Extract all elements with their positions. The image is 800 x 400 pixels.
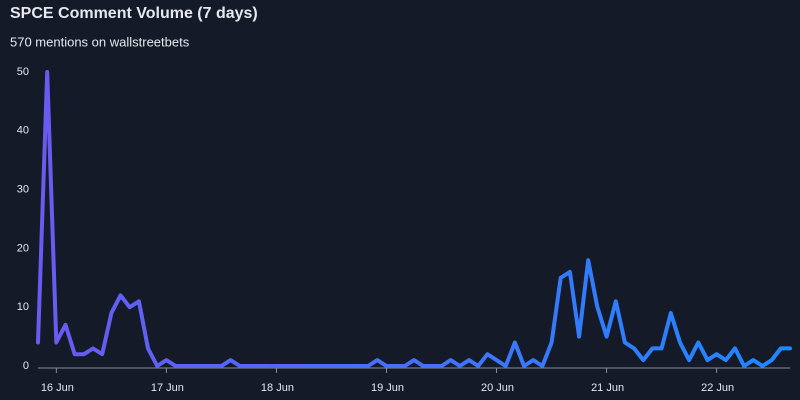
line [36,70,792,368]
x-tick-label: 19 Jun [371,382,404,394]
x-tick-label: 21 Jun [591,382,624,394]
x-tick-label: 22 Jun [701,382,734,394]
y-tick-label: 30 [17,184,29,196]
y-tick-label: 50 [17,66,29,78]
y-tick-label: 10 [17,301,29,313]
x-tick-label: 17 Jun [151,382,184,394]
x-tick-label: 18 Jun [261,382,294,394]
chart-title: SPCE Comment Volume (7 days) [10,5,258,22]
x-tick-label: 16 Jun [41,382,74,394]
chart-subtitle: 570 mentions on wallstreetbets [10,34,190,49]
y-tick-label: 0 [23,360,29,372]
y-tick-label: 20 [17,242,29,254]
y-tick-label: 40 [17,125,29,137]
x-tick-label: 20 Jun [481,382,514,394]
